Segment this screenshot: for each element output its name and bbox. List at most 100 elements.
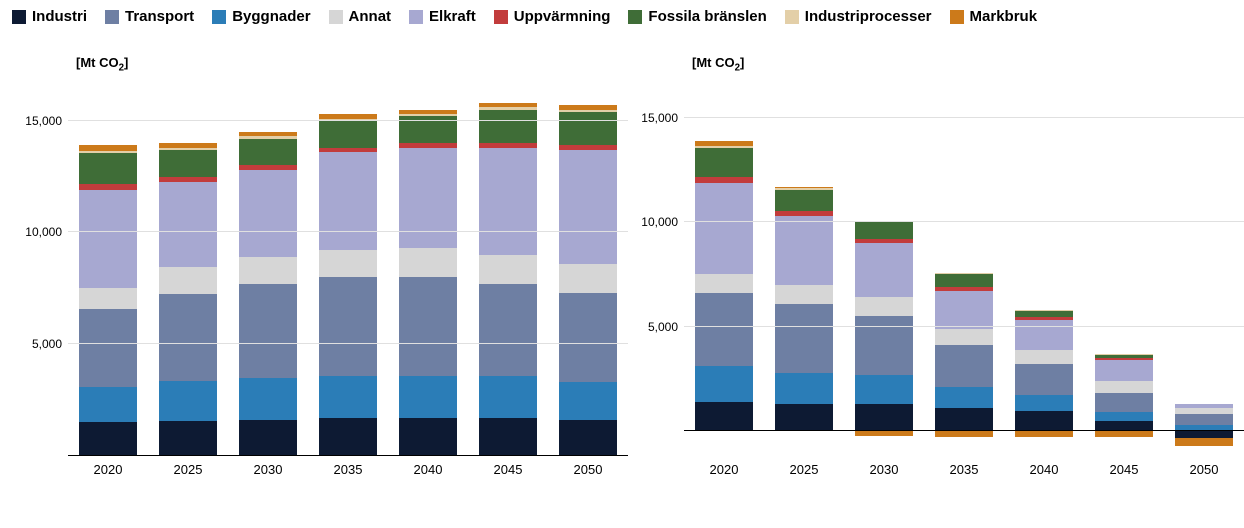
grid-line — [68, 231, 628, 232]
legend-item: Industriprocesser — [785, 8, 932, 25]
bar-positive — [559, 105, 617, 456]
legend-swatch — [212, 10, 226, 24]
legend-swatch — [628, 10, 642, 24]
left-chart: [Mt CO2] 5,00010,00015,000 2020202520302… — [12, 55, 628, 477]
bar-segment — [479, 110, 537, 144]
ytick-label: 15,000 — [25, 114, 62, 128]
left-ylabel: [Mt CO2] — [76, 55, 628, 70]
left-yaxis: 5,00010,00015,000 — [12, 76, 68, 456]
bar-segment — [1095, 381, 1153, 394]
bar-slot — [148, 76, 228, 456]
right-plot — [684, 76, 1244, 456]
grid-line — [684, 326, 1244, 327]
bar-positive — [319, 114, 377, 456]
bar-segment — [399, 248, 457, 277]
bar-segment — [159, 150, 217, 177]
bar-segment — [559, 420, 617, 456]
bar-negative — [1175, 431, 1233, 446]
bar-segment — [695, 402, 753, 431]
right-plot-wrap: 5,000 10,000 15,000 — [628, 76, 1244, 456]
ylabel-text: [Mt CO — [692, 55, 735, 70]
bar-slot — [1164, 76, 1244, 456]
bar-segment — [855, 243, 913, 297]
bar-segment — [1095, 360, 1153, 381]
bar-segment — [935, 431, 993, 437]
bar-segment — [79, 288, 137, 308]
xtick-label: 2020 — [68, 462, 148, 477]
bar-segment — [479, 418, 537, 456]
bar-segment — [399, 148, 457, 249]
bar-segment — [775, 404, 833, 431]
bar-slot — [68, 76, 148, 456]
bar-segment — [319, 152, 377, 250]
bar-segment — [775, 304, 833, 373]
legend-label: Byggnader — [232, 8, 310, 25]
bar-positive — [1095, 354, 1153, 431]
bar-segment — [1015, 395, 1073, 411]
bar-segment — [159, 421, 217, 456]
legend-label: Elkraft — [429, 8, 476, 25]
right-chart: [Mt CO2] 5,000 10,000 15,000 2020202520302… — [628, 55, 1244, 477]
bar-segment — [79, 309, 137, 387]
bar-slot — [308, 76, 388, 456]
legend-label: Annat — [349, 8, 392, 25]
bar-positive — [1175, 404, 1233, 431]
bar-segment — [559, 264, 617, 293]
xtick-label: 2020 — [684, 462, 764, 477]
bar-segment — [559, 112, 617, 146]
bar-segment — [1175, 438, 1233, 445]
bar-segment — [775, 190, 833, 211]
bar-segment — [1095, 431, 1153, 437]
left-xaxis: 2020202520302035204020452050 — [68, 456, 628, 477]
legend-item: Transport — [105, 8, 194, 25]
left-plot-wrap: 5,00010,00015,000 — [12, 76, 628, 456]
bar-segment — [319, 121, 377, 148]
legend-swatch — [329, 10, 343, 24]
bar-positive — [775, 187, 833, 431]
bar-segment — [1095, 393, 1153, 412]
ytick-label: 5,000 — [648, 320, 678, 334]
bar-segment — [479, 376, 537, 418]
bar-segment — [159, 294, 217, 381]
bar-segment — [559, 293, 617, 382]
left-plot — [68, 76, 628, 456]
bar-segment — [935, 329, 993, 346]
bar-segment — [855, 375, 913, 404]
ytick-label: 15,000 — [641, 111, 678, 125]
bar-segment — [239, 139, 297, 166]
ytick-label: 10,000 — [641, 215, 678, 229]
bar-segment — [479, 284, 537, 376]
bar-segment — [695, 366, 753, 401]
bar-negative — [1015, 431, 1073, 437]
grid-line — [68, 120, 628, 121]
legend-item: Markbruk — [950, 8, 1038, 25]
left-bars — [68, 76, 628, 456]
right-xaxis: 2020202520302035204020452050 — [684, 456, 1244, 477]
xtick-label: 2025 — [148, 462, 228, 477]
bar-segment — [775, 216, 833, 285]
legend-swatch — [494, 10, 508, 24]
xtick-label: 2030 — [228, 462, 308, 477]
bar-segment — [1015, 350, 1073, 365]
bar-segment — [239, 257, 297, 284]
xtick-label: 2030 — [844, 462, 924, 477]
bar-slot — [228, 76, 308, 456]
bar-segment — [399, 277, 457, 375]
right-ylabel: [Mt CO2] — [692, 55, 1244, 70]
legend-item: Fossila bränslen — [628, 8, 766, 25]
bar-segment — [855, 222, 913, 239]
bar-segment — [855, 297, 913, 316]
bar-positive — [79, 145, 137, 456]
bar-segment — [695, 183, 753, 275]
bar-positive — [479, 103, 537, 456]
bar-segment — [935, 387, 993, 408]
legend-label: Markbruk — [970, 8, 1038, 25]
legend: IndustriTransportByggnaderAnnatElkraftUp… — [0, 0, 1244, 25]
xtick-label: 2025 — [764, 462, 844, 477]
xtick-label: 2035 — [308, 462, 388, 477]
legend-item: Industri — [12, 8, 87, 25]
legend-swatch — [785, 10, 799, 24]
bar-segment — [1175, 414, 1233, 424]
bar-segment — [79, 387, 137, 423]
bar-segment — [695, 293, 753, 366]
